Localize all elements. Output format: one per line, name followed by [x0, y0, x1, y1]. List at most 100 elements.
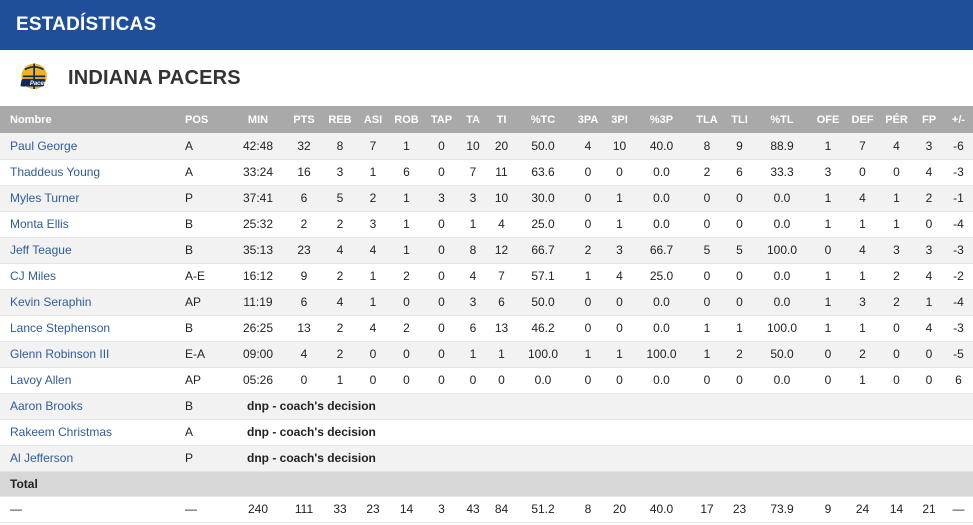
stat-cell: 2 [322, 263, 358, 290]
player-name-link[interactable]: Thaddeus Young [0, 159, 180, 186]
stat-cell: 0.0 [634, 159, 689, 186]
table-row: Glenn Robinson III E-A 09:00 4 2 0 0 0 1 1 100.0 1 1… [0, 341, 973, 368]
stat-cell: 4 [488, 211, 515, 238]
stat-cell: -3 [944, 237, 973, 264]
player-name-link[interactable]: CJ Miles [0, 263, 180, 290]
player-name-link[interactable]: Glenn Robinson III [0, 341, 180, 368]
stat-cell: 1 [846, 315, 879, 342]
stat-cell: 2 [879, 263, 914, 290]
player-name-link[interactable]: Lavoy Allen [0, 367, 180, 394]
total-stat-cell: 8 [571, 496, 605, 523]
stat-cell: 0 [425, 159, 458, 186]
stat-cell: 32 [286, 133, 322, 160]
player-name-link[interactable]: Jeff Teague [0, 237, 180, 264]
stat-cell: 3 [458, 185, 488, 212]
total-stat-cell: 14 [388, 496, 425, 523]
player-position: B [180, 315, 230, 342]
stat-cell: 57.1 [515, 263, 571, 290]
stat-cell: 2 [914, 185, 944, 212]
stat-cell: 1 [458, 211, 488, 238]
stat-cell: 6 [286, 185, 322, 212]
stat-cell: 6 [944, 367, 973, 394]
player-name-link[interactable]: Rakeem Christmas [0, 419, 180, 446]
player-name-link[interactable]: Monta Ellis [0, 211, 180, 238]
stat-cell: 0 [879, 341, 914, 368]
svg-text:Pacers: Pacers [30, 81, 50, 87]
total-stat-cell: 17 [689, 496, 725, 523]
stat-cell: 0.0 [754, 211, 810, 238]
stat-cell: 1 [358, 263, 388, 290]
stat-cell: 0 [689, 367, 725, 394]
player-position: P [180, 445, 230, 472]
total-stat-cell: 24 [846, 496, 879, 523]
stat-cell: 50.0 [754, 341, 810, 368]
stats-header: ESTADÍSTICAS [0, 0, 973, 50]
stat-cell: 0 [810, 237, 846, 264]
player-name-link[interactable]: Lance Stephenson [0, 315, 180, 342]
stat-cell: 0.0 [515, 367, 571, 394]
player-position: AP [180, 367, 230, 394]
stat-cell: 4 [879, 133, 914, 160]
table-row: Lance Stephenson B 26:25 13 2 4 2 0 6 13 46.2 0 0 0.0… [0, 315, 973, 342]
stat-cell: 2 [322, 341, 358, 368]
player-name-link[interactable]: Al Jefferson [0, 445, 180, 472]
column-header: TAP [430, 113, 453, 126]
stat-cell: 2 [322, 315, 358, 342]
stat-cell: 0.0 [754, 185, 810, 212]
stat-cell: 5 [725, 237, 754, 264]
stat-cell: 0 [605, 289, 634, 316]
stat-cell: 0.0 [754, 367, 810, 394]
stat-cell: 0 [879, 315, 914, 342]
stat-cell: 1 [458, 341, 488, 368]
stat-cell: 09:00 [230, 341, 286, 368]
stat-cell: -1 [944, 185, 973, 212]
stat-cell: -4 [944, 211, 973, 238]
dnp-note: dnp - coach's decision [230, 393, 973, 420]
stat-cell: 6 [488, 289, 515, 316]
stat-cell: 0 [358, 367, 388, 394]
stat-cell: 1 [388, 237, 425, 264]
stat-cell: 0 [425, 367, 458, 394]
stat-cell: 0 [358, 341, 388, 368]
stat-cell: 2 [358, 185, 388, 212]
stat-cell: 0 [914, 211, 944, 238]
column-header: TLA [696, 113, 718, 126]
stat-cell: 25.0 [634, 263, 689, 290]
stat-cell: 1 [358, 289, 388, 316]
stat-cell: 20 [488, 133, 515, 160]
stat-cell: 10 [458, 133, 488, 160]
column-header: PÉR [885, 113, 908, 126]
table-row: Myles Turner P 37:41 6 5 2 1 3 3 10 30.0 0 1 0.0 0 0 0.0… [0, 185, 973, 212]
stat-cell: 13 [488, 315, 515, 342]
player-position: A [180, 159, 230, 186]
stat-cell: 7 [846, 133, 879, 160]
column-header: REB [328, 113, 352, 126]
player-name-link[interactable]: Aaron Brooks [0, 393, 180, 420]
stat-cell: 0.0 [634, 185, 689, 212]
total-stat-cell: 33 [322, 496, 358, 523]
stat-cell: 2 [322, 211, 358, 238]
stat-cell: 6 [286, 289, 322, 316]
total-stat-cell: 20 [605, 496, 634, 523]
stat-cell: 1 [810, 133, 846, 160]
stat-cell: 1 [879, 211, 914, 238]
stat-cell: 1 [488, 341, 515, 368]
stat-cell: 0.0 [754, 289, 810, 316]
stat-cell: 0 [725, 211, 754, 238]
stat-cell: 9 [725, 133, 754, 160]
player-name-link[interactable]: Kevin Seraphin [0, 289, 180, 316]
stat-cell: 10 [488, 185, 515, 212]
stat-cell: 7 [488, 263, 515, 290]
player-name-link[interactable]: Paul George [0, 133, 180, 160]
stat-cell: 66.7 [634, 237, 689, 264]
stat-cell: 8 [689, 133, 725, 160]
column-header: 3PA [577, 113, 599, 126]
stat-cell: -6 [944, 133, 973, 160]
stat-cell: 1 [322, 367, 358, 394]
stat-cell: 1 [605, 185, 634, 212]
total-stat-cell: 43 [458, 496, 488, 523]
stat-cell: 4 [846, 185, 879, 212]
player-name-link[interactable]: Myles Turner [0, 185, 180, 212]
stat-cell: 1 [810, 263, 846, 290]
